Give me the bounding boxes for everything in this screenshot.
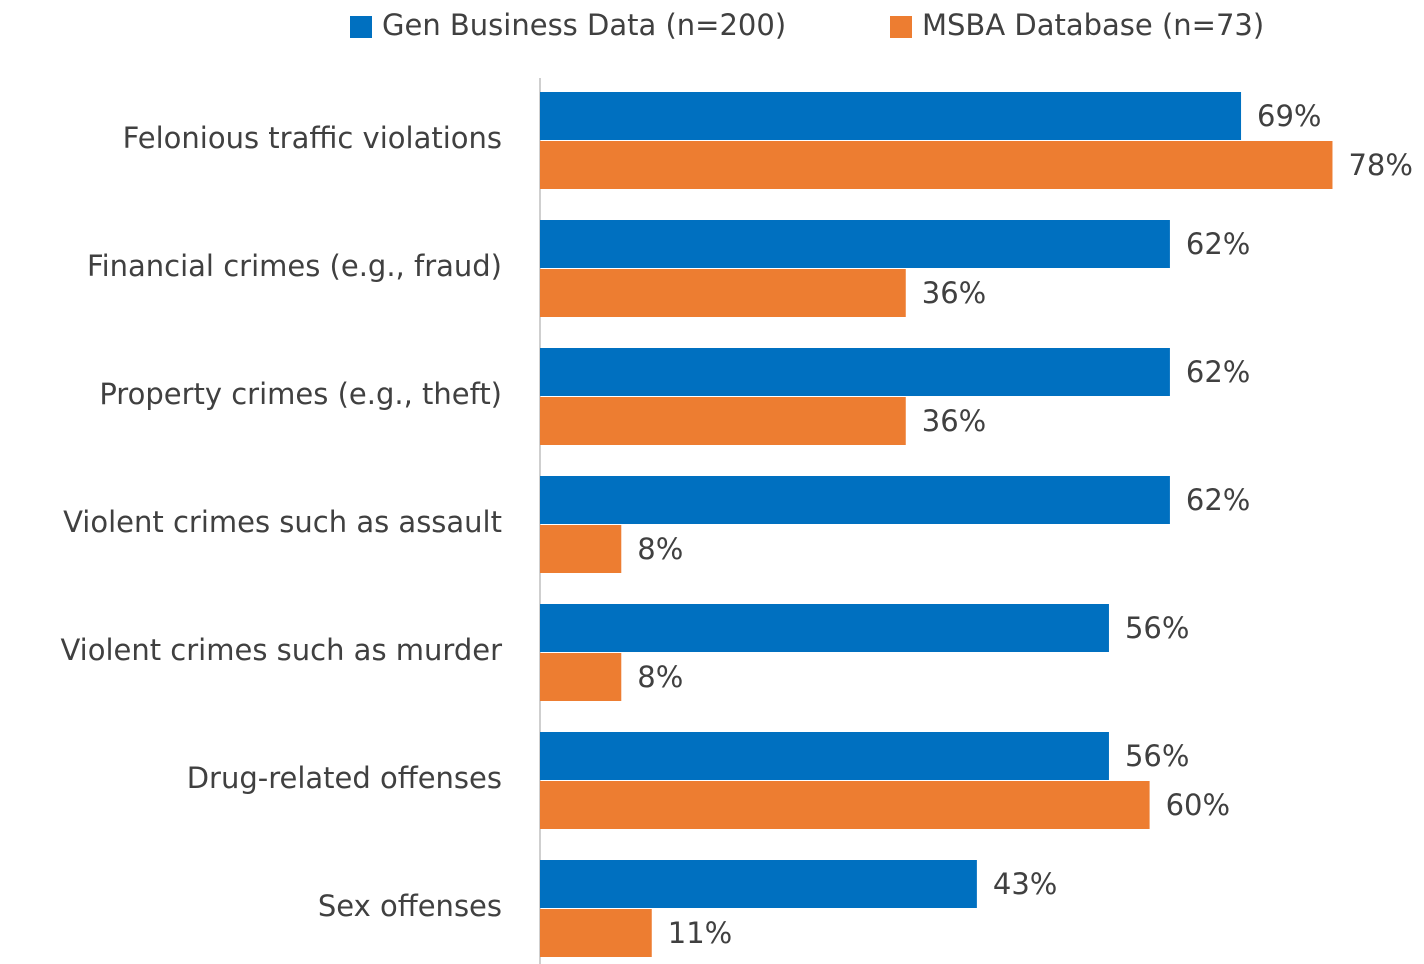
y-tick-label: Violent crimes such as assault: [63, 505, 502, 539]
value-label: 36%: [922, 276, 986, 310]
y-tick-label: Property crimes (e.g., theft): [99, 377, 502, 411]
y-tick-label: Violent crimes such as murder: [60, 633, 502, 667]
legend-label: MSBA Database (n=73): [922, 8, 1264, 42]
bar: [540, 525, 622, 573]
y-tick-label: Felonious traffic violations: [123, 121, 502, 155]
y-tick-label: Financial crimes (e.g., fraud): [87, 249, 502, 283]
bar: [540, 269, 906, 317]
value-label: 62%: [1186, 227, 1250, 261]
bar: [540, 476, 1170, 524]
value-label: 60%: [1166, 788, 1230, 822]
bar: [540, 781, 1150, 829]
bar: [540, 909, 652, 957]
bar: [540, 220, 1170, 268]
legend-swatch: [350, 16, 372, 38]
bar: [540, 604, 1109, 652]
y-tick-label: Drug-related offenses: [187, 761, 502, 795]
bar: [540, 860, 977, 908]
legend-label: Gen Business Data (n=200): [382, 8, 786, 42]
value-label: 8%: [637, 660, 683, 694]
value-label: 69%: [1257, 99, 1321, 133]
value-label: 8%: [637, 532, 683, 566]
value-label: 56%: [1125, 739, 1189, 773]
value-label: 62%: [1186, 355, 1250, 389]
value-label: 62%: [1186, 483, 1250, 517]
value-label: 11%: [668, 916, 732, 950]
bar: [540, 397, 906, 445]
value-label: 78%: [1348, 148, 1412, 182]
bar: [540, 348, 1170, 396]
bar: [540, 141, 1333, 189]
bar: [540, 653, 622, 701]
value-label: 56%: [1125, 611, 1189, 645]
value-label: 36%: [922, 404, 986, 438]
bar: [540, 92, 1242, 140]
value-label: 43%: [993, 867, 1057, 901]
legend-swatch: [890, 16, 912, 38]
y-tick-label: Sex offenses: [318, 889, 502, 923]
bar: [540, 732, 1109, 780]
